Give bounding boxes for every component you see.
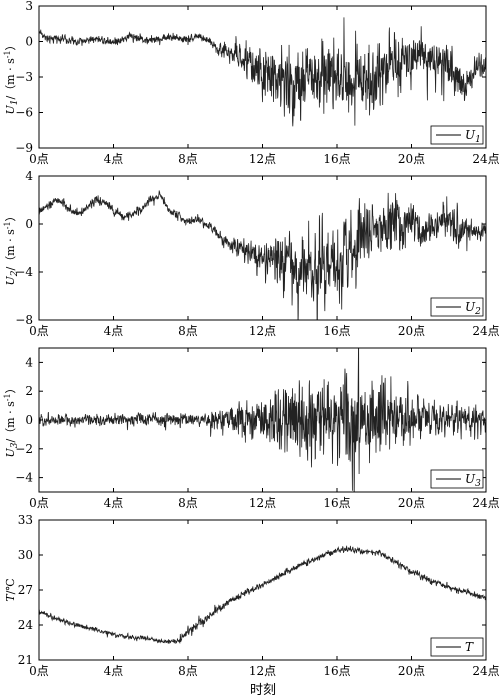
- t-x-tick-label: 12点: [249, 664, 276, 678]
- u2-y-tick-label: −4: [15, 265, 33, 279]
- u3-x-tick-label: 0点: [29, 496, 49, 510]
- u2-x-tick-label: 24点: [472, 324, 499, 338]
- t-series: [39, 545, 486, 644]
- u1-ticks: 0点 4点 8点 12点 16点 20点 24点 −9 −6 −3 0 3: [15, 0, 499, 166]
- t-x-tick-label: 16点: [323, 664, 350, 678]
- u3-y-tick-label: 0: [25, 413, 33, 427]
- t-series-line: [39, 545, 486, 644]
- u1-x-tick-label: 24点: [472, 152, 499, 166]
- u1-ylabel: U1/（m · s-1）: [3, 39, 20, 114]
- x-axis-label: 时刻: [250, 683, 276, 698]
- t-y-tick-label: 21: [18, 653, 33, 667]
- u2-ticks: 0点 4点 8点 12点 16点 20点 24点 −8 −4 0 4: [15, 169, 499, 338]
- t-y-tick-label: 27: [18, 583, 33, 597]
- u2-x-tick-label: 4点: [104, 324, 124, 338]
- u2-x-tick-label: 20点: [398, 324, 425, 338]
- u3-series-line: [39, 348, 486, 492]
- panel-u2: 0点 4点 8点 12点 16点 20点 24点 −8 −4 0 4 U2/（m · s-1） U2: [3, 169, 500, 338]
- u3-y-tick-label: 4: [25, 355, 33, 369]
- u3-x-tick-label: 4点: [104, 496, 124, 510]
- panel-u3: 0点 4点 8点 12点 16点 20点 24点 −4 −2 0 2 4 U3/（m · s-1） U…: [3, 347, 500, 510]
- t-ticks: 0点 4点 8点 12点 16点 20点 24点 21 24 27 30 33: [18, 513, 500, 678]
- u2-legend: U2: [430, 297, 484, 317]
- u2-plot-frame: [38, 175, 487, 321]
- u2-ylabel: U2/（m · s-1）: [3, 210, 20, 285]
- u3-x-tick-label: 16点: [323, 496, 350, 510]
- svg-text:U1: U1: [465, 128, 481, 145]
- t-y-tick-label: 33: [18, 513, 33, 527]
- u2-series-line: [39, 190, 486, 320]
- t-legend: T: [430, 637, 484, 657]
- u1-x-tick-label: 20点: [398, 152, 425, 166]
- u3-y-tick-label: −2: [15, 442, 33, 456]
- u1-x-tick-label: 4点: [104, 152, 124, 166]
- u2-x-tick-label: 0点: [29, 324, 49, 338]
- u3-x-tick-label: 8点: [178, 496, 198, 510]
- u1-plot-frame: [38, 5, 487, 149]
- t-x-tick-label: 24点: [472, 664, 499, 678]
- u2-x-tick-label: 12点: [249, 324, 276, 338]
- t-x-tick-label: 8点: [178, 664, 198, 678]
- u2-y-tick-label: 4: [25, 169, 33, 183]
- u1-y-tick-label: 3: [25, 0, 33, 13]
- u2-series: [39, 190, 486, 320]
- u3-x-tick-label: 24点: [472, 496, 499, 510]
- u1-y-tick-label: 0: [25, 35, 33, 49]
- t-x-tick-label: 20点: [398, 664, 425, 678]
- t-y-tick-label: 24: [18, 618, 34, 632]
- t-plot-frame: [38, 519, 487, 661]
- u3-x-tick-label: 20点: [398, 496, 425, 510]
- u3-legend: U3: [430, 469, 484, 489]
- u3-ylabel: U3/（m · s-1）: [3, 382, 20, 457]
- u1-y-tick-label: −3: [15, 70, 33, 84]
- u1-series-line: [39, 17, 486, 127]
- u2-y-tick-label: 0: [25, 217, 33, 231]
- u3-x-tick-label: 12点: [249, 496, 276, 510]
- u2-y-tick-label: −8: [15, 313, 33, 327]
- u3-series: [39, 348, 486, 492]
- t-x-tick-label: 4点: [104, 664, 124, 678]
- u2-x-tick-label: 16点: [323, 324, 350, 338]
- u1-legend: U1: [430, 125, 484, 145]
- svg-text:U3: U3: [465, 472, 481, 489]
- u1-y-tick-label: −9: [15, 141, 33, 155]
- u1-series: [39, 17, 486, 127]
- svg-text:T: T: [465, 640, 474, 654]
- u1-x-tick-label: 8点: [178, 152, 198, 166]
- u1-x-tick-label: 0点: [29, 152, 49, 166]
- svg-text:U2: U2: [465, 300, 481, 317]
- panel-t: 0点 4点 8点 12点 16点 20点 24点 21 24 27 30 33 T/℃ T: [4, 513, 500, 678]
- u1-x-tick-label: 16点: [323, 152, 350, 166]
- u3-ticks: 0点 4点 8点 12点 16点 20点 24点 −4 −2 0 2 4: [15, 348, 500, 510]
- t-y-tick-label: 30: [18, 548, 33, 562]
- u1-y-tick-label: −6: [15, 106, 33, 120]
- panel-u1: 0点 4点 8点 12点 16点 20点 24点−9−6−303 U1/（m · s-1） …: [3, 0, 500, 166]
- t-x-tick-label: 0点: [29, 664, 49, 678]
- u1-x-tick-label: 12点: [249, 152, 276, 166]
- t-ylabel: T/℃: [4, 578, 17, 601]
- u2-x-tick-label: 8点: [178, 324, 198, 338]
- u3-y-tick-label: 2: [25, 384, 33, 398]
- u3-y-tick-label: −4: [15, 471, 33, 485]
